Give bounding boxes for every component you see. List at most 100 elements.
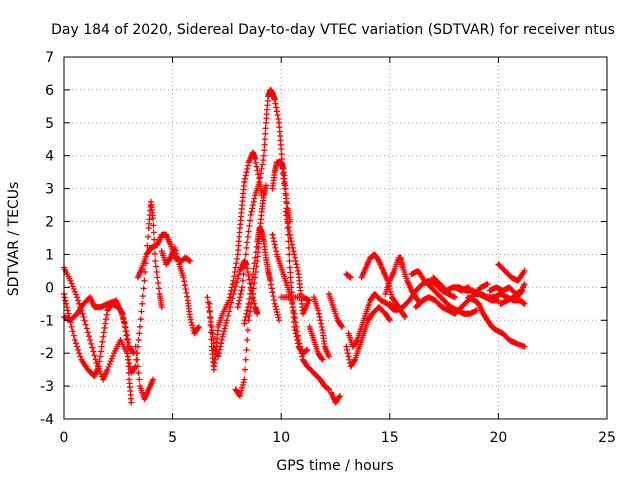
x-tick-label: 5 bbox=[168, 430, 177, 446]
series-s1 bbox=[61, 198, 165, 383]
data-point bbox=[288, 238, 295, 245]
data-point bbox=[243, 261, 250, 268]
data-point bbox=[270, 238, 277, 245]
series-s18 bbox=[325, 290, 346, 330]
series-s24 bbox=[382, 254, 424, 307]
data-point bbox=[174, 255, 181, 262]
y-tick-label: 0 bbox=[45, 280, 54, 296]
data-point bbox=[521, 300, 528, 307]
data-point bbox=[207, 329, 214, 336]
data-point bbox=[65, 310, 72, 317]
data-point bbox=[317, 317, 324, 324]
data-point bbox=[68, 280, 75, 287]
data-point bbox=[244, 307, 251, 314]
data-point bbox=[282, 208, 289, 215]
data-point bbox=[238, 287, 245, 294]
data-point bbox=[294, 264, 301, 271]
data-point bbox=[236, 392, 243, 399]
data-point bbox=[257, 170, 264, 177]
data-point bbox=[236, 294, 243, 301]
data-point bbox=[262, 125, 269, 132]
data-point bbox=[242, 356, 249, 363]
data-point bbox=[351, 357, 358, 364]
data-point bbox=[70, 286, 77, 293]
data-point bbox=[68, 323, 75, 330]
y-tick-label: 7 bbox=[45, 50, 54, 66]
data-point bbox=[286, 231, 293, 238]
data-point bbox=[271, 300, 278, 307]
data-point bbox=[247, 308, 254, 315]
data-points bbox=[61, 86, 528, 406]
data-point bbox=[271, 96, 278, 103]
data-point bbox=[289, 244, 296, 251]
data-point bbox=[155, 285, 162, 292]
data-point bbox=[108, 355, 115, 362]
data-point bbox=[298, 350, 305, 357]
data-point bbox=[137, 323, 144, 330]
data-point bbox=[243, 169, 250, 176]
x-axis-label: GPS time / hours bbox=[276, 458, 393, 474]
data-point bbox=[272, 100, 279, 107]
data-point bbox=[67, 277, 74, 284]
data-point bbox=[291, 251, 298, 258]
data-point bbox=[83, 325, 90, 332]
data-point bbox=[451, 294, 458, 301]
data-point bbox=[316, 313, 323, 320]
data-point bbox=[336, 392, 343, 399]
data-point bbox=[401, 312, 408, 319]
data-point bbox=[226, 297, 233, 304]
data-point bbox=[272, 303, 279, 310]
data-point bbox=[338, 322, 345, 329]
data-point bbox=[183, 289, 190, 296]
data-point bbox=[484, 281, 491, 288]
data-point bbox=[283, 198, 290, 205]
data-point bbox=[237, 290, 244, 297]
data-point bbox=[318, 323, 325, 330]
data-point bbox=[252, 156, 259, 163]
data-point bbox=[234, 255, 241, 262]
data-point bbox=[123, 328, 130, 335]
data-point bbox=[181, 278, 188, 285]
data-point bbox=[245, 272, 252, 279]
data-point bbox=[252, 159, 259, 166]
data-point bbox=[473, 307, 480, 314]
data-point bbox=[285, 224, 292, 231]
data-point bbox=[315, 307, 322, 314]
data-point bbox=[64, 307, 71, 314]
data-point bbox=[138, 308, 145, 315]
data-point bbox=[182, 286, 189, 293]
data-point bbox=[262, 182, 269, 189]
data-point bbox=[109, 352, 116, 359]
data-point bbox=[129, 349, 136, 356]
data-point bbox=[96, 358, 103, 365]
data-point bbox=[244, 337, 251, 344]
data-point bbox=[139, 300, 146, 307]
data-point bbox=[249, 271, 256, 278]
data-point bbox=[241, 264, 248, 271]
data-point bbox=[131, 364, 138, 371]
data-point bbox=[71, 288, 78, 295]
data-point bbox=[244, 327, 251, 334]
data-point bbox=[292, 319, 299, 326]
data-point bbox=[244, 165, 251, 172]
data-point bbox=[103, 311, 110, 318]
data-point bbox=[218, 340, 225, 347]
data-point bbox=[238, 387, 245, 394]
data-point bbox=[125, 356, 132, 363]
data-point bbox=[228, 287, 235, 294]
data-point bbox=[76, 350, 83, 357]
y-tick-label: -4 bbox=[40, 412, 54, 428]
data-point bbox=[268, 281, 275, 288]
series-s17 bbox=[310, 294, 332, 360]
data-point bbox=[187, 316, 194, 323]
data-point bbox=[121, 320, 128, 327]
data-point bbox=[336, 394, 343, 401]
data-point bbox=[107, 358, 114, 365]
data-point bbox=[230, 277, 237, 284]
data-point bbox=[82, 321, 89, 328]
data-point bbox=[521, 267, 528, 274]
data-point bbox=[102, 316, 109, 323]
series-s3 bbox=[61, 294, 137, 357]
series-s11 bbox=[241, 225, 283, 327]
data-point bbox=[260, 157, 267, 164]
